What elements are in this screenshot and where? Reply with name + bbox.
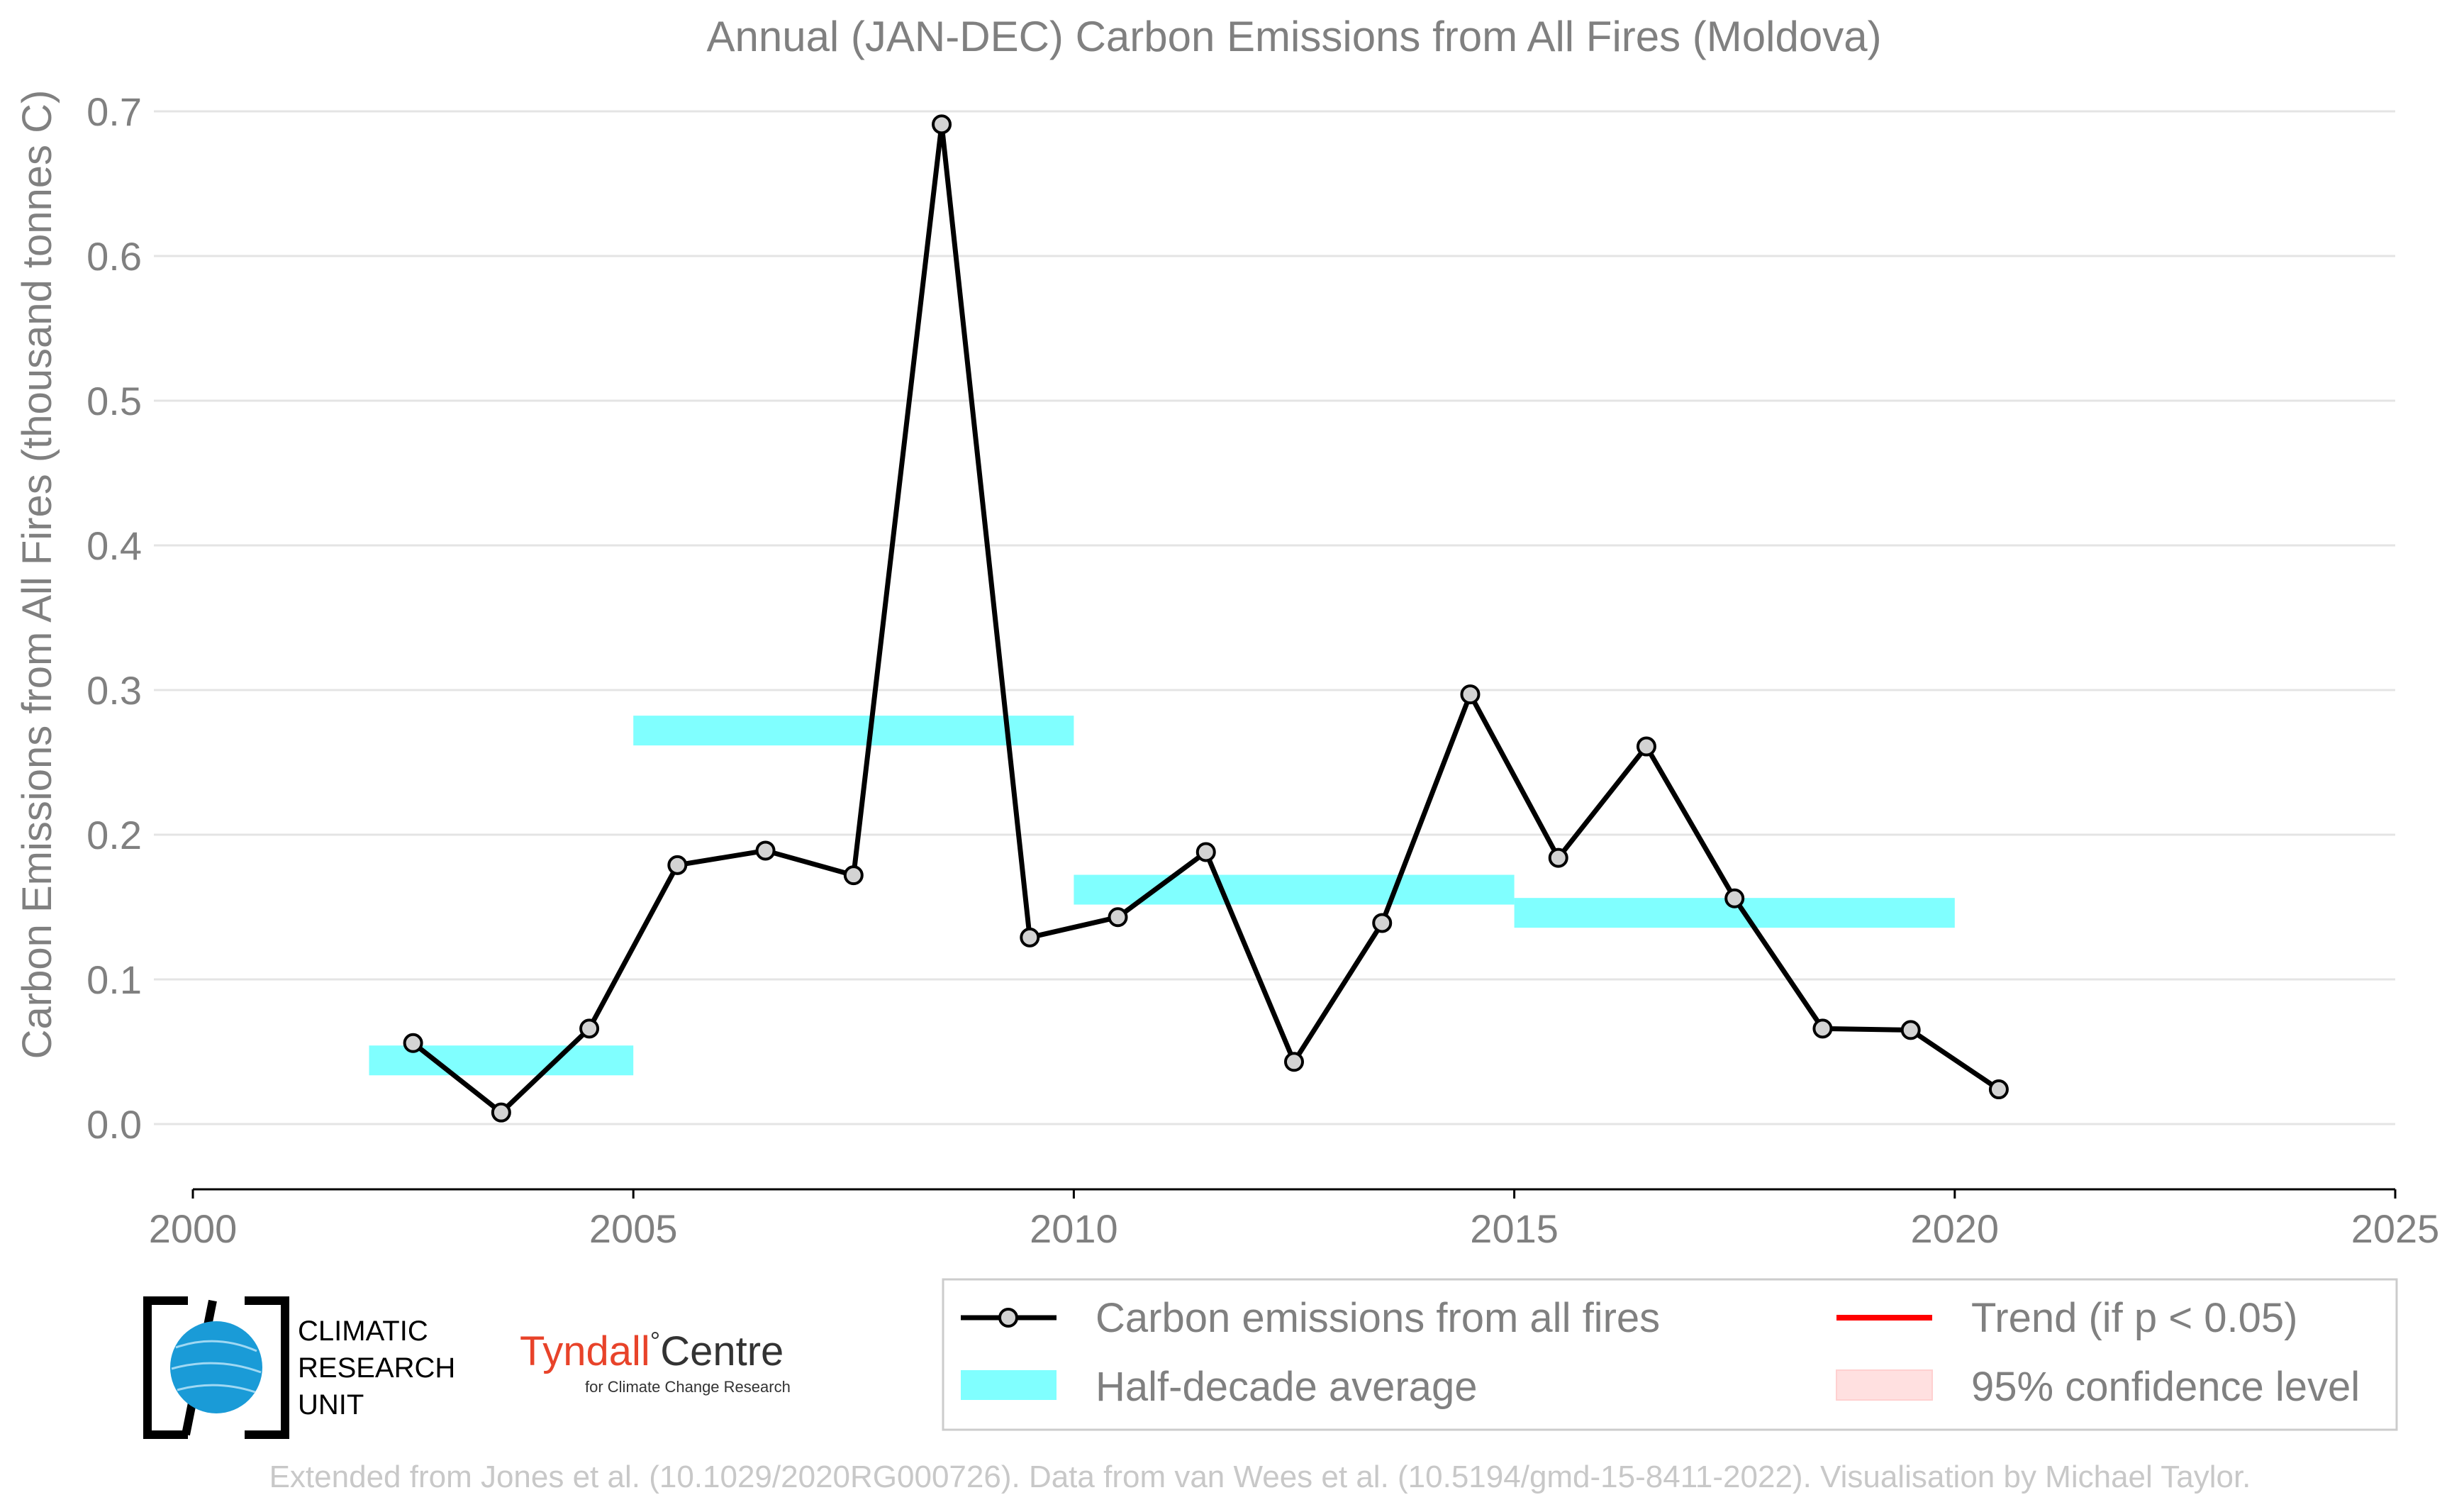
data-point	[1900, 1020, 1921, 1040]
series-line	[411, 121, 2000, 1116]
data-point	[1108, 907, 1128, 928]
globe-icon-lines	[171, 1340, 262, 1394]
data-point	[1812, 1018, 1833, 1039]
legend-box	[942, 1278, 2398, 1431]
y-tick-label: 0.2	[87, 813, 142, 857]
tyndall-logo-degree: °	[650, 1326, 660, 1355]
legend-item-emissions: Carbon emissions from all fires	[961, 1295, 1660, 1341]
tyndall-logo-name: Tyndall°Centre	[520, 1326, 784, 1374]
data-point	[843, 865, 864, 886]
tyndall-logo: Tyndall°Centre for Climate Change Resear…	[520, 1326, 791, 1396]
y-tick-label: 0.1	[87, 957, 142, 1002]
data-point	[667, 855, 688, 875]
data-point	[1460, 684, 1481, 705]
legend-confidence-swatch	[1836, 1369, 1933, 1401]
x-tick-label: 2005	[589, 1206, 678, 1251]
y-tick-label: 0.4	[87, 523, 142, 568]
tyndall-logo-name-left: Tyndall	[520, 1328, 650, 1374]
x-tick-label: 2010	[1030, 1206, 1118, 1251]
x-tick-label: 2025	[2351, 1206, 2440, 1251]
y-axis-label: Carbon Emissions from All Fires (thousan…	[14, 90, 60, 1060]
legend: Carbon emissions from all fires Trend (i…	[942, 1278, 2398, 1431]
y-tick-label: 0.3	[87, 668, 142, 713]
data-point	[403, 1033, 423, 1053]
legend-item-half-decade: Half-decade average	[961, 1364, 1477, 1410]
legend-label-trend: Trend (if p < 0.05)	[1971, 1295, 2297, 1341]
cru-logo-text-1: CLIMATIC	[298, 1316, 428, 1347]
tyndall-logo-name-right: Centre	[660, 1328, 784, 1374]
y-tick-label: 0.7	[87, 89, 142, 134]
data-point	[755, 840, 776, 861]
credit-text: Extended from Jones et al. (10.1029/2020…	[269, 1460, 2251, 1494]
legend-item-trend: Trend (if p < 0.05)	[1836, 1295, 2297, 1341]
x-tick-label: 2015	[1470, 1206, 1559, 1251]
data-point	[1195, 842, 1216, 862]
y-tick-label: 0.5	[87, 379, 142, 423]
cru-logo-text-2: RESEARCH	[298, 1352, 455, 1384]
cru-logo: CLIMATIC RESEARCH UNIT	[143, 1296, 455, 1439]
chart-title: Annual (JAN-DEC) Carbon Emissions from A…	[706, 13, 1881, 60]
data-point	[1636, 736, 1656, 757]
half-decade-bar	[1074, 874, 1515, 905]
legend-item-confidence: 95% confidence level	[1836, 1364, 2360, 1410]
tyndall-logo-subtitle: for Climate Change Research	[585, 1378, 791, 1396]
data-point	[1284, 1052, 1304, 1072]
x-tick-label: 2020	[1911, 1206, 2000, 1251]
cru-logo-bracket-left	[143, 1296, 188, 1439]
legend-marker-emissions-swatch	[998, 1308, 1018, 1328]
legend-half-decade-swatch	[961, 1370, 1057, 1400]
legend-label-half-decade: Half-decade average	[1096, 1364, 1477, 1410]
data-point	[491, 1102, 511, 1123]
x-tick-label: 2000	[149, 1206, 238, 1251]
legend-label-emissions: Carbon emissions from all fires	[1096, 1295, 1660, 1341]
cru-logo-bracket-right	[245, 1296, 289, 1439]
y-tick-label: 0.0	[87, 1102, 142, 1147]
gridlines	[154, 110, 2395, 1125]
series-carbon-emissions	[403, 114, 2009, 1123]
half-decade-bar	[633, 716, 1074, 746]
legend-label-confidence: 95% confidence level	[1971, 1364, 2360, 1410]
data-point	[1020, 927, 1040, 947]
data-point	[579, 1018, 600, 1039]
half-decade-average-bars	[369, 716, 1955, 1076]
data-point	[1548, 847, 1568, 868]
data-point	[1988, 1079, 2009, 1100]
y-tick-label: 0.6	[87, 234, 142, 279]
y-tick-labels: 0.0 0.1 0.2 0.3 0.4 0.5 0.6 0.7	[87, 89, 142, 1147]
cru-logo-text-3: UNIT	[298, 1389, 364, 1421]
data-point	[1372, 913, 1393, 933]
data-point	[932, 114, 952, 135]
data-point	[1724, 888, 1745, 908]
x-ticks: 2000 2005 2010 2015 2020 2025	[149, 1189, 2440, 1251]
